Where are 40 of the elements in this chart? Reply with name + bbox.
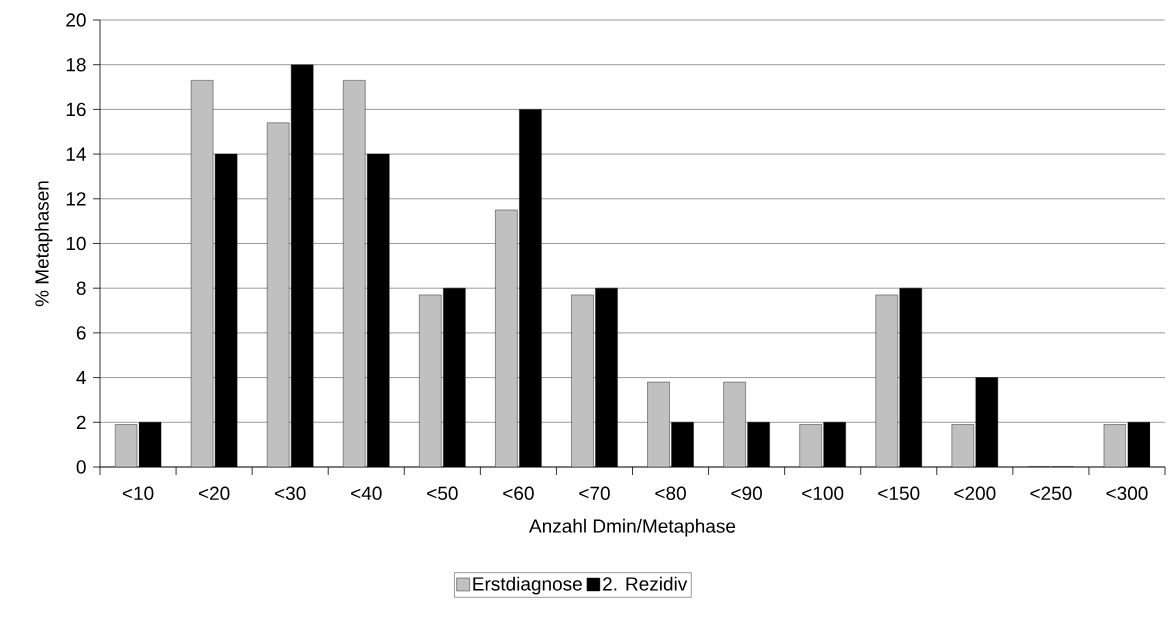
x-tick-label: <40 bbox=[351, 486, 382, 500]
bar bbox=[875, 294, 898, 467]
y-tick-label: 14 bbox=[66, 147, 86, 161]
x-tick-label: <150 bbox=[878, 486, 920, 500]
x-tick-label: <90 bbox=[731, 486, 762, 500]
y-tick-label: 8 bbox=[76, 281, 86, 295]
x-tick-label: <100 bbox=[802, 486, 844, 500]
y-tick-label: 0 bbox=[76, 460, 86, 474]
x-tick-label: <20 bbox=[198, 486, 230, 500]
bar bbox=[343, 80, 366, 467]
y-tick-label: 10 bbox=[66, 236, 86, 251]
bar bbox=[799, 424, 822, 467]
x-tick-label: <10 bbox=[122, 486, 154, 500]
bar bbox=[266, 122, 290, 467]
bar bbox=[571, 294, 594, 467]
bar bbox=[647, 381, 670, 467]
y-tick-label: 6 bbox=[76, 326, 86, 340]
y-tick-label: 4 bbox=[76, 371, 86, 385]
x-tick-label: <70 bbox=[579, 486, 610, 500]
x-tick-label: <250 bbox=[1030, 486, 1072, 500]
bar bbox=[190, 80, 214, 467]
x-tick-label: <30 bbox=[275, 486, 306, 500]
x-axis-title: Anzahl Dmin/Metaphase bbox=[529, 518, 736, 537]
x-tick-label: <50 bbox=[427, 486, 458, 500]
y-tick-label: 12 bbox=[66, 192, 86, 206]
y-axis-title: % Metaphasen bbox=[34, 181, 53, 307]
legend-label: Erstdiagnose bbox=[473, 576, 582, 595]
y-tick-label: 18 bbox=[66, 57, 86, 72]
bar bbox=[723, 381, 746, 467]
bar bbox=[951, 424, 975, 467]
legend-label: 2. Rezidiv bbox=[603, 576, 688, 591]
x-tick-label: <80 bbox=[655, 486, 686, 500]
x-tick-label: <200 bbox=[954, 486, 996, 500]
bar bbox=[495, 209, 518, 467]
x-tick-label: <60 bbox=[503, 486, 534, 500]
y-tick-label: 2 bbox=[76, 415, 86, 429]
y-tick-label: 16 bbox=[66, 102, 86, 117]
y-tick-label: 20 bbox=[66, 13, 86, 27]
bar bbox=[419, 294, 442, 467]
x-tick-label: <300 bbox=[1106, 486, 1148, 500]
